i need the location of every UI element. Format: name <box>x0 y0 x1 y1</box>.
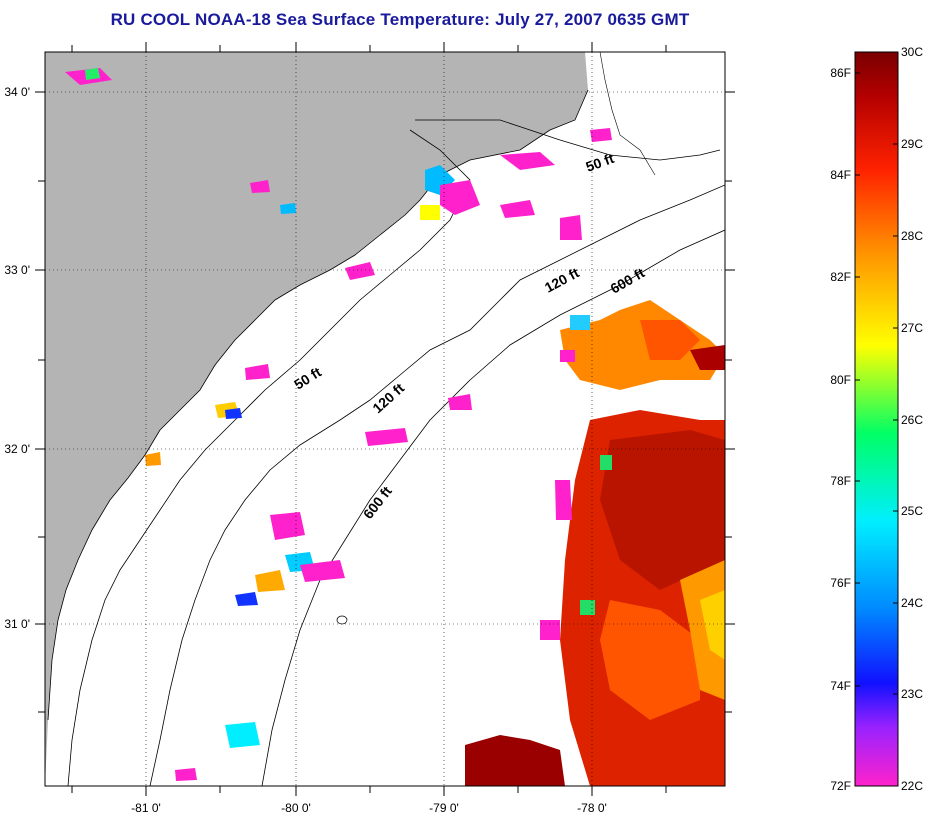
colorbar-c-label: 30C <box>901 45 923 59</box>
colorbar-c-label: 23C <box>901 687 923 701</box>
lon-label: -79 0' <box>429 801 459 815</box>
lat-label: 31 0' <box>4 617 30 631</box>
colorbar-c-label: 25C <box>901 504 923 518</box>
sst-warm-offshore <box>540 410 725 786</box>
grid-lines <box>45 52 725 786</box>
colorbar-ticks <box>855 51 898 695</box>
land-mass <box>45 52 588 786</box>
contour-600ft <box>261 229 725 786</box>
sst-nearshore-patches <box>65 68 612 781</box>
lon-label: -81 0' <box>131 801 161 815</box>
colorbar-f-label: 72F <box>830 779 851 793</box>
sst-warm-patch-south <box>465 735 565 786</box>
colorbar <box>855 52 898 786</box>
colorbar-f-label: 84F <box>830 168 851 182</box>
lat-label: 32 0' <box>4 442 30 456</box>
chart-title: RU COOL NOAA-18 Sea Surface Temperature:… <box>110 10 690 29</box>
colorbar-f-label: 78F <box>830 474 851 488</box>
lat-label: 33 0' <box>4 263 30 277</box>
colorbar-c-label: 22C <box>901 779 923 793</box>
coastline <box>47 89 589 721</box>
colorbar-c-label: 24C <box>901 596 923 610</box>
contour-50ft <box>67 119 721 786</box>
colorbar-f-label: 86F <box>830 66 851 80</box>
colorbar-frame <box>854 51 899 787</box>
colorbar-c-label: 26C <box>901 413 923 427</box>
colorbar-c-label: 28C <box>901 229 923 243</box>
lat-label: 34 0' <box>4 85 30 99</box>
map-frame <box>44 51 726 787</box>
colorbar-c-label: 29C <box>901 137 923 151</box>
colorbar-c-label: 27C <box>901 321 923 335</box>
sst-warm-patch-north <box>560 300 725 390</box>
lon-label: -80 0' <box>281 801 311 815</box>
axis-ticks <box>35 42 735 796</box>
contour-120ft <box>149 184 725 786</box>
colorbar-f-label: 74F <box>830 679 851 693</box>
lon-label: -78 0' <box>577 801 607 815</box>
colorbar-f-label: 76F <box>830 576 851 590</box>
colorbar-f-label: 82F <box>830 270 851 284</box>
colorbar-f-label: 80F <box>830 373 851 387</box>
